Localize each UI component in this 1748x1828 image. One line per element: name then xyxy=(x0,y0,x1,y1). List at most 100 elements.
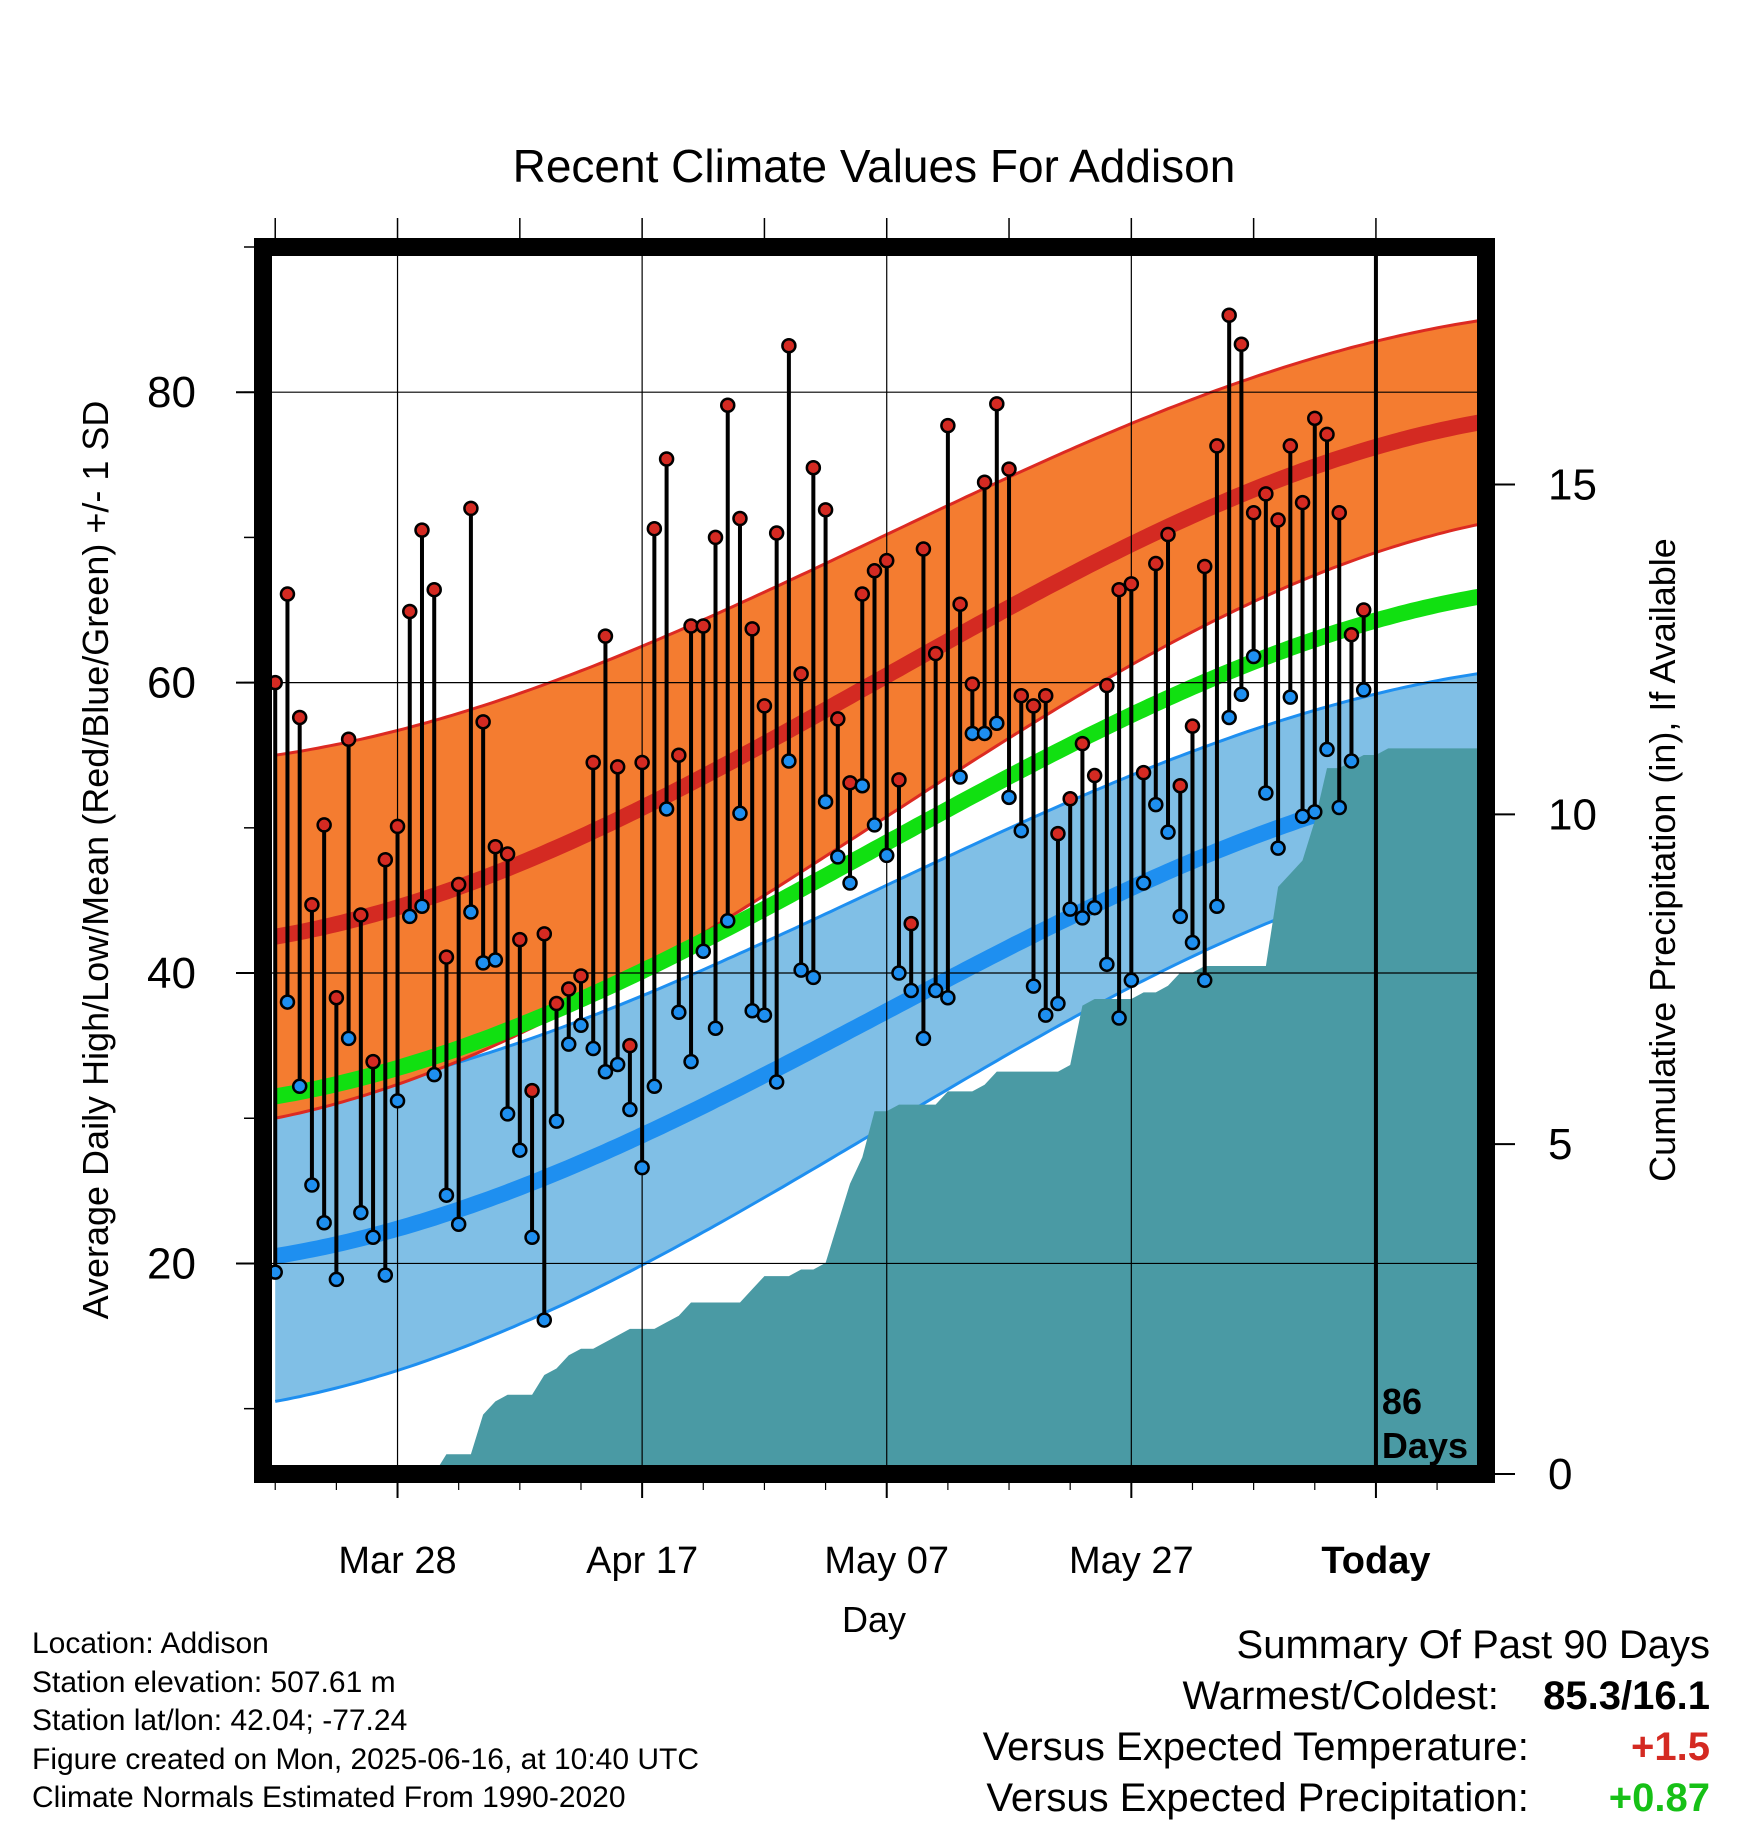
daily-high-point xyxy=(1062,791,1078,807)
high-band-upper-edge xyxy=(274,318,1486,757)
daily-high-point xyxy=(438,949,455,965)
daily-low-point xyxy=(891,965,907,981)
y-axis-label-left: Average Daily High/Low/Mean (Red/Blue/Gr… xyxy=(75,401,116,1320)
daily-low-point xyxy=(487,952,504,968)
daily-low-point xyxy=(1307,804,1323,820)
daily-low-point xyxy=(952,769,968,785)
daily-high-point xyxy=(719,397,736,414)
precip-value: +0.87 xyxy=(1608,1776,1710,1820)
daily-high-point xyxy=(609,759,626,775)
daily-low-point xyxy=(1062,901,1078,917)
daily-low-point xyxy=(1184,934,1201,951)
daily-high-point xyxy=(524,1082,540,1099)
daily-high-point xyxy=(634,754,650,771)
daily-low-point xyxy=(903,982,919,999)
daily-high-point xyxy=(1160,526,1176,543)
daily-high-point xyxy=(1135,764,1152,781)
daily-low-point xyxy=(1074,910,1091,926)
y-tick-label: 60 xyxy=(147,659,196,708)
daily-high-point xyxy=(817,502,834,518)
precip-label: Versus Expected Precipitation: xyxy=(986,1776,1529,1820)
daily-high-point xyxy=(1050,825,1066,842)
x-tick-label: Mar 28 xyxy=(338,1540,456,1582)
gridlines xyxy=(263,247,1486,1474)
daily-high-point xyxy=(891,772,907,788)
daily-high-point xyxy=(340,731,357,748)
daily-low-point xyxy=(719,913,736,929)
daily-high-point xyxy=(671,747,687,763)
today-days-label: Days xyxy=(1382,1425,1468,1466)
daily-high-point xyxy=(291,709,308,726)
daily-high-point xyxy=(1270,512,1286,528)
daily-low-point xyxy=(695,943,712,960)
daily-low-point xyxy=(1148,796,1164,813)
daily-high-point xyxy=(597,628,614,644)
axes: 20 40 60 80 0 5 10 15 Mar 28 Apr 17 May 07 May 27 To… xyxy=(147,218,1597,1582)
daily-high-point xyxy=(952,596,968,612)
daily-low-point xyxy=(976,725,993,742)
station-info: Location: Addison Station elevation: 507… xyxy=(32,1625,699,1818)
daily-low-point xyxy=(499,1106,516,1122)
daily-low-point xyxy=(1355,682,1372,698)
daily-low-point xyxy=(793,962,809,978)
daily-high-point xyxy=(940,417,956,434)
daily-low-point xyxy=(878,847,895,864)
daily-high-point xyxy=(1196,558,1213,575)
daily-high-point xyxy=(475,714,491,730)
observed-temperatures xyxy=(267,307,1372,1328)
daily-low-point xyxy=(940,989,956,1006)
daily-low-point xyxy=(866,817,883,833)
daily-high-point xyxy=(1172,777,1188,794)
daily-high-point xyxy=(903,915,919,932)
daily-low-point xyxy=(1258,785,1274,801)
right-tick-label: 5 xyxy=(1548,1120,1572,1169)
daily-low-point xyxy=(1331,799,1347,816)
daily-low-point xyxy=(768,1074,785,1090)
daily-high-point xyxy=(377,852,394,868)
daily-high-point xyxy=(499,846,516,862)
daily-high-point xyxy=(1184,718,1201,734)
daily-low-point xyxy=(1135,875,1152,891)
normals-text: Climate Normals Estimated From 1990-2020 xyxy=(32,1781,626,1814)
daily-low-point xyxy=(1160,824,1176,840)
daily-high-point xyxy=(756,698,773,714)
daily-low-point xyxy=(1343,753,1360,769)
daily-high-point xyxy=(854,586,871,602)
right-tick-label: 0 xyxy=(1548,1450,1572,1499)
daily-high-point xyxy=(622,1037,638,1054)
elevation-text: Station elevation: 507.61 m xyxy=(32,1665,396,1699)
daily-low-point xyxy=(512,1142,528,1158)
daily-high-point xyxy=(463,500,479,517)
x-axis-label: Day xyxy=(842,1599,906,1640)
daily-low-point xyxy=(1001,789,1017,806)
daily-low-point xyxy=(414,898,430,914)
daily-high-point xyxy=(1245,504,1262,521)
daily-high-point xyxy=(573,968,589,984)
y-axis-label-right: Cumulative Precipitation (in), If Availa… xyxy=(1642,538,1683,1182)
daily-low-point xyxy=(756,1007,773,1023)
created-text: Figure created on Mon, 2025-06-16, at 10… xyxy=(32,1742,700,1776)
daily-high-point xyxy=(536,926,553,942)
daily-high-point xyxy=(414,522,430,538)
daily-high-point xyxy=(732,510,748,527)
daily-low-point xyxy=(634,1159,650,1176)
daily-high-point xyxy=(989,396,1005,412)
daily-low-point xyxy=(304,1177,320,1193)
precip-row: Versus Expected Precipitation: +0.87 xyxy=(983,1773,1710,1824)
daily-high-point xyxy=(1307,410,1323,427)
temp-label: Versus Expected Temperature: xyxy=(982,1725,1529,1769)
daily-low-point xyxy=(561,1036,577,1052)
daily-high-point xyxy=(1343,626,1360,643)
daily-low-point xyxy=(1050,995,1066,1012)
daily-high-point xyxy=(805,459,822,476)
daily-low-point xyxy=(475,955,491,971)
daily-low-point xyxy=(1221,709,1237,726)
daily-low-point xyxy=(805,969,822,986)
daily-low-point xyxy=(402,908,418,925)
daily-low-point xyxy=(1172,908,1188,925)
y-tick-label: 40 xyxy=(147,949,196,998)
daily-high-point xyxy=(781,337,797,354)
daily-high-point xyxy=(450,876,467,893)
daily-low-point xyxy=(548,1113,565,1129)
